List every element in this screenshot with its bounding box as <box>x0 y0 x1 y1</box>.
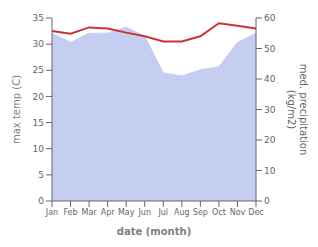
svg-text:Jun: Jun <box>137 208 151 217</box>
svg-text:May: May <box>118 208 135 217</box>
svg-text:Dec: Dec <box>248 208 263 217</box>
svg-text:60: 60 <box>264 13 276 23</box>
svg-text:15: 15 <box>33 118 44 128</box>
svg-text:0: 0 <box>38 196 44 206</box>
svg-text:25: 25 <box>33 65 44 75</box>
svg-text:Feb: Feb <box>63 208 77 217</box>
svg-text:Sep: Sep <box>193 208 208 217</box>
svg-text:Aug: Aug <box>174 208 190 217</box>
svg-text:10: 10 <box>33 144 45 154</box>
svg-text:Nov: Nov <box>230 208 246 217</box>
svg-text:Jan: Jan <box>45 208 58 217</box>
svg-text:20: 20 <box>264 135 276 145</box>
svg-text:40: 40 <box>264 74 276 84</box>
svg-text:5: 5 <box>38 170 44 180</box>
svg-text:Oct: Oct <box>212 208 226 217</box>
svg-text:50: 50 <box>264 44 276 54</box>
svg-text:Jul: Jul <box>157 208 168 217</box>
svg-text:max temp (C): max temp (C) <box>11 75 22 144</box>
svg-text:med. precipitation(kg/m2): med. precipitation(kg/m2) <box>286 64 309 156</box>
svg-text:20: 20 <box>33 92 45 102</box>
svg-text:35: 35 <box>33 13 44 23</box>
svg-text:30: 30 <box>264 105 276 115</box>
svg-text:date (month): date (month) <box>117 226 191 237</box>
svg-text:0: 0 <box>264 196 270 206</box>
svg-text:10: 10 <box>264 166 276 176</box>
svg-text:Apr: Apr <box>101 208 116 217</box>
svg-text:Mar: Mar <box>82 208 98 217</box>
svg-text:30: 30 <box>33 39 45 49</box>
